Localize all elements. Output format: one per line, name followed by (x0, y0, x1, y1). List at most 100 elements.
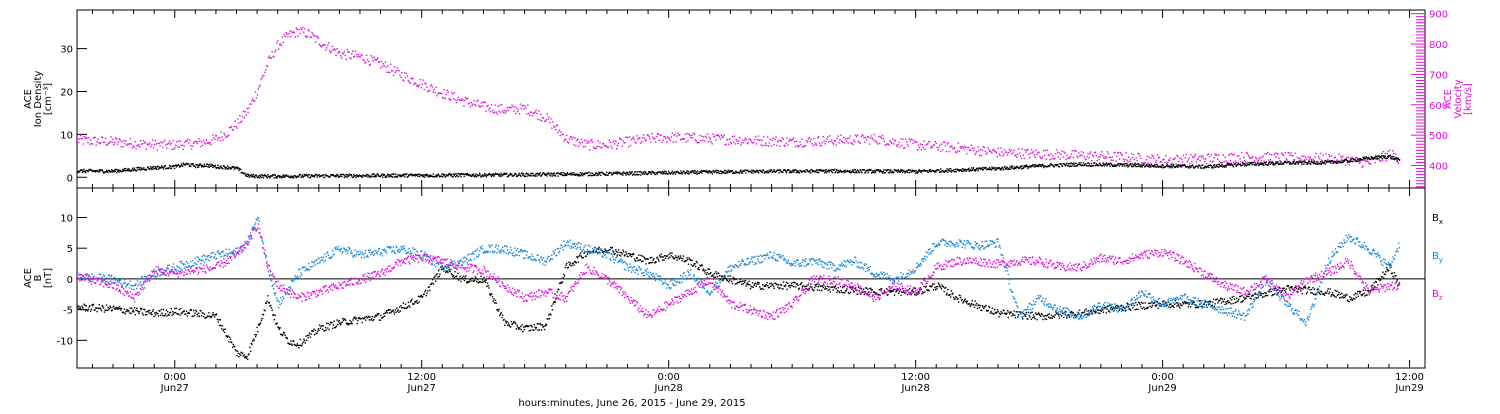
density-series-point (472, 175, 473, 176)
bx-series-point (365, 319, 366, 320)
density-series-point (809, 170, 810, 171)
velocity-series-point (535, 110, 536, 111)
bx-series-point (622, 250, 623, 251)
bx-series-point (326, 323, 327, 324)
velocity-series-point (242, 116, 243, 117)
velocity-series-point (172, 149, 173, 150)
velocity-series-point (792, 139, 793, 140)
bx-series-point (477, 279, 478, 280)
bx-series-point (228, 336, 229, 337)
velocity-series-point (403, 80, 404, 81)
velocity-series-point (1131, 153, 1132, 154)
velocity-series-point (832, 142, 833, 143)
velocity-series-point (520, 103, 521, 104)
velocity-series-point (373, 56, 374, 57)
velocity-series-point (699, 135, 700, 136)
density-series-point (1085, 163, 1086, 164)
velocity-series-point (904, 147, 905, 148)
density-series-point (1054, 166, 1055, 167)
bx-series-point (274, 315, 275, 316)
velocity-series-point (1116, 156, 1117, 157)
bx-series-point (421, 295, 422, 296)
density-series-point (511, 174, 512, 175)
velocity-series-point (615, 141, 616, 142)
bx-series-point (383, 313, 384, 314)
velocity-series-point (1285, 152, 1286, 153)
bx-series-point (802, 285, 803, 286)
velocity-series-point (413, 84, 414, 85)
velocity-series-point (1219, 161, 1220, 162)
density-series-point (543, 172, 544, 173)
density-series-point (386, 175, 387, 176)
velocity-series-point (1099, 159, 1100, 160)
density-series-point (1337, 161, 1338, 162)
bx-series-point (313, 329, 314, 330)
velocity-series-point (917, 149, 918, 150)
density-series-point (1306, 162, 1307, 163)
velocity-series-point (1006, 151, 1007, 152)
velocity-series-point (857, 135, 858, 136)
velocity-series-point (687, 140, 688, 141)
bx-series-point (476, 281, 477, 282)
field-frame (77, 188, 1425, 368)
bx-series-point (228, 341, 229, 342)
density-series-point (1012, 166, 1013, 167)
velocity-series-point (939, 145, 940, 146)
density-series-point (559, 174, 560, 175)
velocity-series-point (963, 148, 964, 149)
bx-series-point (548, 314, 549, 315)
bx-series-point (583, 257, 584, 258)
density-series-point (528, 174, 529, 175)
velocity-series-point (421, 87, 422, 88)
density-series-point (596, 175, 597, 176)
density-series-point (115, 169, 116, 170)
density-series-point (1190, 167, 1191, 168)
density-series-point (233, 166, 234, 167)
density-series-point (550, 175, 551, 176)
density-series-point (1325, 160, 1326, 161)
bx-series-point (300, 339, 301, 340)
velocity-series-point (674, 133, 675, 134)
bx-series-point (502, 314, 503, 315)
velocity-series-point (1036, 154, 1037, 155)
density-series-point (1014, 166, 1015, 167)
density-series-point (588, 175, 589, 176)
density-series-point (158, 168, 159, 169)
bx-series-point (789, 285, 790, 286)
bx-series-point (84, 305, 85, 306)
density-series-point (1259, 164, 1260, 165)
density-series-point (1111, 164, 1112, 165)
velocity-series-point (83, 143, 84, 144)
velocity-series-point (628, 146, 629, 147)
density-series-point (1266, 162, 1267, 163)
velocity-series-point (1115, 161, 1116, 162)
velocity-series-point (614, 143, 615, 144)
velocity-series-point (102, 137, 103, 138)
density-series-point (441, 176, 442, 177)
density-series-point (1221, 164, 1222, 165)
density-series (77, 155, 1400, 179)
velocity-series-point (648, 134, 649, 135)
density-series-point (451, 175, 452, 176)
bx-series-point (144, 309, 145, 310)
velocity-series-point (1123, 158, 1124, 159)
bx-series-point (175, 312, 176, 313)
density-series-point (1359, 160, 1360, 161)
velocity-series-point (1225, 161, 1226, 162)
bx-series-point (272, 310, 273, 311)
velocity-series-point (376, 59, 377, 60)
velocity-series-point (154, 144, 155, 145)
density-series-point (113, 171, 114, 172)
bx-series-point (252, 340, 253, 341)
density-series-point (1308, 163, 1309, 164)
velocity-series-point (788, 140, 789, 141)
bx-series-point (633, 254, 634, 255)
velocity-series-point (1268, 159, 1269, 160)
density-series-point (680, 173, 681, 174)
density-series-point (432, 176, 433, 177)
velocity-series-point (1306, 158, 1307, 159)
bx-series-point (531, 325, 532, 326)
density-series-point (1025, 166, 1026, 167)
velocity-series-point (601, 147, 602, 148)
velocity-series-point (1092, 154, 1093, 155)
